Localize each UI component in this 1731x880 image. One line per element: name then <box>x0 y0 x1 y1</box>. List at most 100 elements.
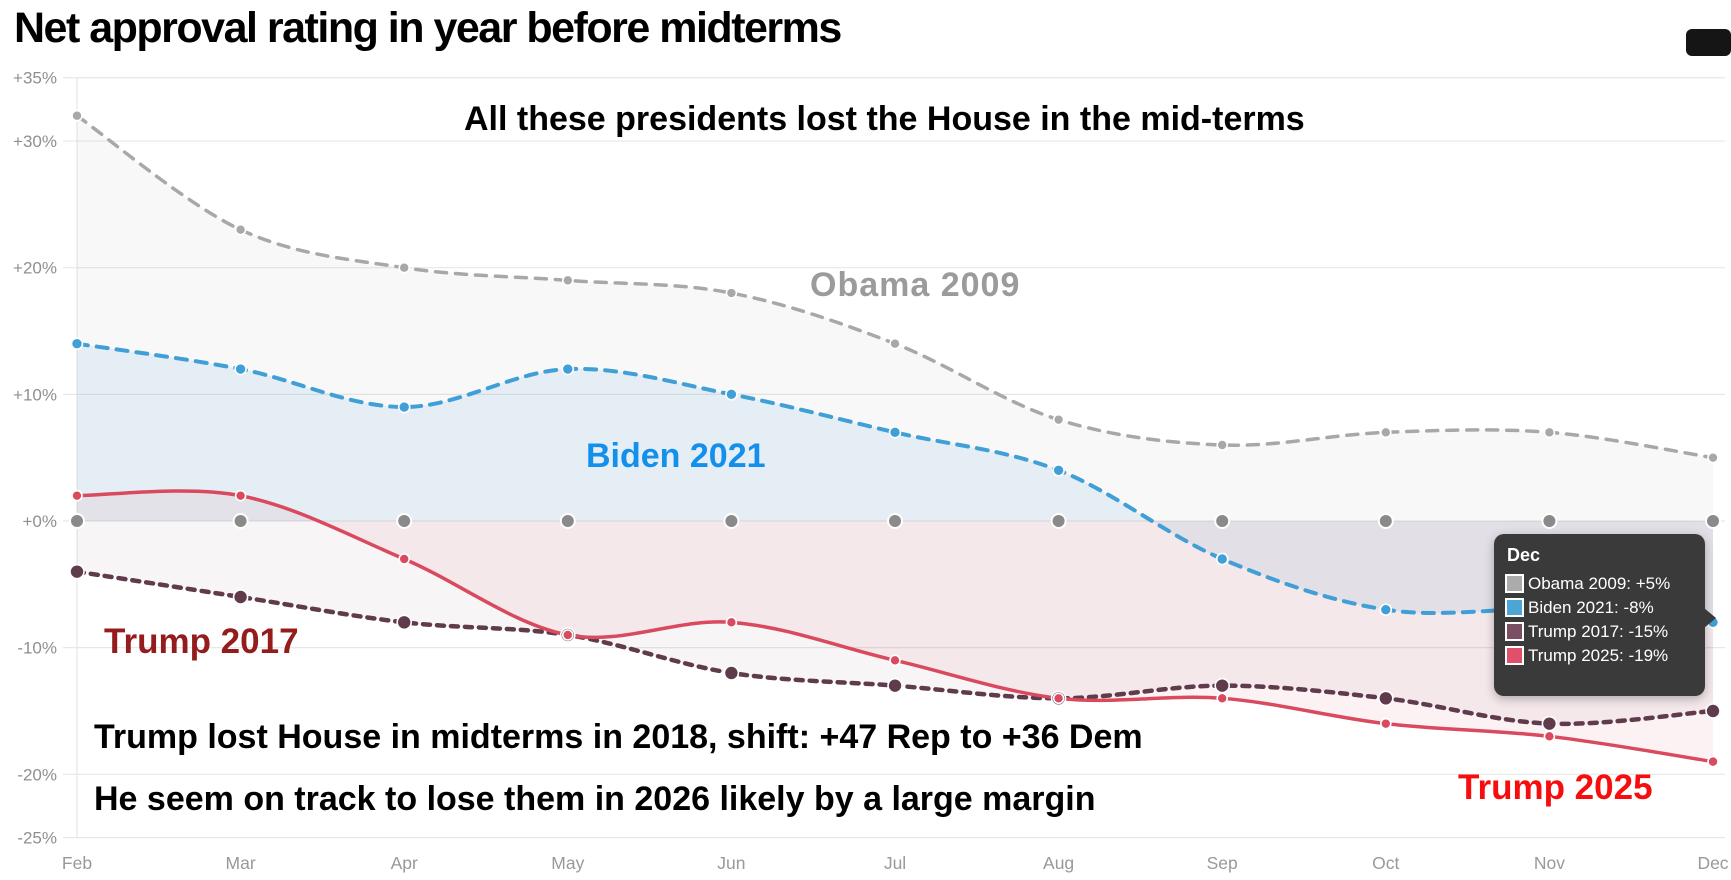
data-point[interactable] <box>889 654 901 667</box>
series-swatch-icon <box>1505 574 1524 593</box>
series-area-fill <box>77 490 1713 762</box>
data-point[interactable] <box>725 388 738 401</box>
tooltip-title: Dec <box>1507 545 1541 565</box>
x-axis-tick-label: Dec <box>1697 853 1728 873</box>
note-annotation-line2: He seem on track to lose them in 2026 li… <box>94 780 1096 818</box>
x-axis-tick-label: Jun <box>717 853 745 873</box>
data-point[interactable] <box>1216 439 1228 451</box>
hover-tooltip: Dec Obama 2009: +5% Biden 2021: -8% Trump … <box>1494 534 1716 696</box>
x-axis-tick-label: Aug <box>1043 853 1074 873</box>
data-point[interactable] <box>1052 464 1065 477</box>
data-point[interactable] <box>234 489 247 502</box>
note-annotation-line1: Trump lost House in midterms in 2018, sh… <box>94 718 1143 756</box>
zero-line-dot <box>887 513 903 529</box>
data-point[interactable] <box>1052 692 1065 705</box>
data-point[interactable] <box>561 362 575 376</box>
y-axis-tick-label: +0% <box>23 512 58 531</box>
data-point[interactable] <box>1380 426 1392 439</box>
zero-line-dot <box>723 513 740 529</box>
data-point[interactable] <box>1379 603 1393 616</box>
tooltip-row: Obama 2009: +5% <box>1505 574 1694 593</box>
zero-line-dot <box>1705 513 1721 529</box>
y-axis-tick-label: -25% <box>17 829 57 848</box>
tooltip-rows: Obama 2009: +5% Biden 2021: -8% Trump 2017… <box>1505 574 1694 665</box>
series-area-fill <box>77 343 1713 623</box>
data-point[interactable] <box>1705 703 1721 719</box>
series-area-fill <box>77 521 1713 724</box>
x-axis-tick-label: May <box>551 853 584 873</box>
obama-series-label: Obama 2009 <box>810 266 1021 304</box>
corner-box <box>1686 29 1731 56</box>
data-point[interactable] <box>723 665 740 681</box>
data-point[interactable] <box>398 553 411 565</box>
series-line <box>75 489 1715 764</box>
data-point[interactable] <box>71 109 83 122</box>
tooltip-row-label: Obama 2009: +5% <box>1528 574 1671 593</box>
zero-line-dot <box>232 513 249 529</box>
data-point[interactable] <box>887 677 903 694</box>
x-axis-tick-label: Sep <box>1207 853 1238 873</box>
data-point[interactable] <box>1214 677 1230 694</box>
page-title: Net approval rating in year before midte… <box>14 4 842 52</box>
data-point[interactable] <box>397 400 411 414</box>
y-axis-tick-label: -10% <box>17 639 57 658</box>
biden-series-label: Biden 2021 <box>586 437 766 475</box>
data-point[interactable] <box>725 287 738 299</box>
y-axis-tick-label: -20% <box>17 765 57 784</box>
data-point[interactable] <box>1707 755 1719 768</box>
headline-annotation: All these presidents lost the House in t… <box>464 100 1305 138</box>
x-axis-tick-label: Oct <box>1372 853 1399 873</box>
data-point[interactable] <box>69 563 85 580</box>
data-point[interactable] <box>1380 717 1392 730</box>
data-point[interactable] <box>725 616 738 629</box>
trump-2025-series-label: Trump 2025 <box>1458 768 1653 807</box>
data-point[interactable] <box>232 589 249 605</box>
tooltip-row-label: Trump 2025: -19% <box>1528 646 1669 665</box>
data-point[interactable] <box>561 629 574 641</box>
zero-line-dot <box>1050 513 1067 529</box>
data-point[interactable] <box>234 362 247 376</box>
series-line <box>75 341 1715 625</box>
x-axis-tick-label: Apr <box>391 853 418 873</box>
tooltip-row-label: Biden 2021: -8% <box>1528 598 1654 617</box>
data-point[interactable] <box>396 614 413 631</box>
zero-line-dot <box>69 513 85 529</box>
data-point[interactable] <box>888 426 902 439</box>
tooltip-row: Trump 2025: -19% <box>1505 646 1694 665</box>
data-point[interactable] <box>1543 426 1556 439</box>
data-point[interactable] <box>1378 690 1394 707</box>
zero-line-dot <box>1541 513 1558 529</box>
x-axis-tick-label: Mar <box>226 853 256 873</box>
tooltip-row: Trump 2017: -15% <box>1505 622 1694 641</box>
y-axis-tick-label: +35% <box>13 69 57 88</box>
x-axis-tick-label: Jul <box>884 853 906 873</box>
data-point[interactable] <box>234 223 247 236</box>
data-point[interactable] <box>70 337 84 350</box>
data-point[interactable] <box>1543 730 1556 743</box>
zero-line-dot <box>559 513 576 529</box>
data-point[interactable] <box>71 489 83 502</box>
series-line <box>75 113 1715 460</box>
x-axis-tick-label: Feb <box>62 853 92 873</box>
series-swatch-icon <box>1505 598 1524 617</box>
data-point[interactable] <box>398 261 411 274</box>
data-point[interactable] <box>1707 451 1719 464</box>
data-point[interactable] <box>561 274 574 287</box>
data-point[interactable] <box>889 337 901 350</box>
y-axis-tick-label: +10% <box>13 385 57 404</box>
x-axis-tick-label: Nov <box>1534 853 1565 873</box>
y-axis-tick-label: +20% <box>13 259 57 278</box>
series-area-fill <box>77 115 1713 521</box>
data-point[interactable] <box>1216 692 1228 705</box>
zero-line-dot <box>1377 513 1394 529</box>
y-axis-tick-label: +30% <box>13 132 57 151</box>
data-point[interactable] <box>1215 552 1229 566</box>
data-point[interactable] <box>1541 715 1558 732</box>
tooltip-row: Biden 2021: -8% <box>1505 598 1694 617</box>
tooltip-row-label: Trump 2017: -15% <box>1528 622 1669 641</box>
zero-line-dot <box>396 513 413 529</box>
zero-line-dot <box>1214 513 1231 529</box>
data-point[interactable] <box>1052 413 1065 426</box>
series-swatch-icon <box>1505 622 1524 641</box>
